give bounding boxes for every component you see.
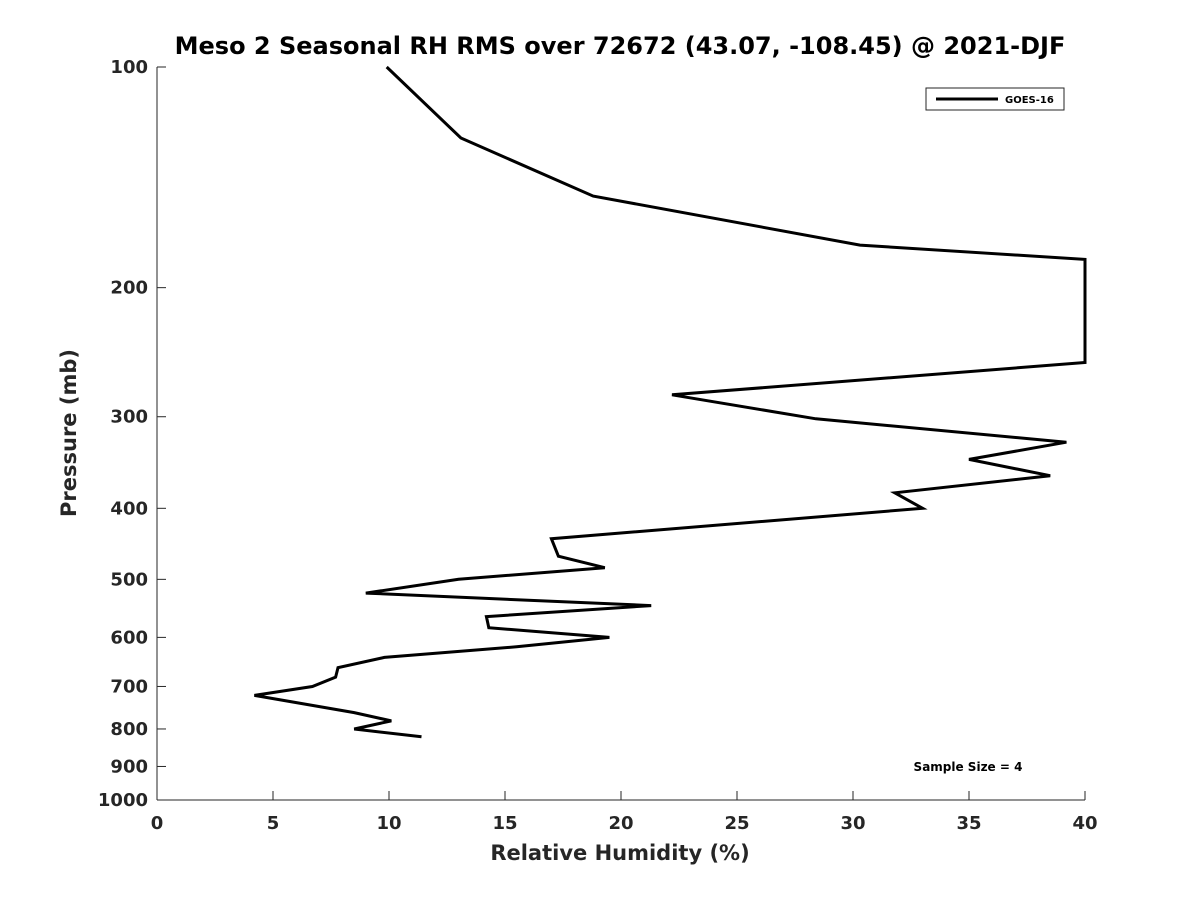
chart-title: Meso 2 Seasonal RH RMS over 72672 (43.07…	[175, 32, 1066, 60]
x-axis-label: Relative Humidity (%)	[490, 841, 749, 865]
y-tick-label: 100	[110, 57, 148, 78]
x-tick-label: 20	[608, 813, 633, 834]
y-tick-label: 400	[110, 498, 148, 519]
y-tick-label: 600	[110, 627, 148, 648]
x-tick-label: 30	[840, 813, 865, 834]
x-tick-label: 40	[1072, 813, 1097, 834]
sample-size-annotation: Sample Size = 4	[914, 760, 1023, 774]
y-tick-label: 1000	[98, 790, 148, 811]
x-tick-label: 35	[956, 813, 981, 834]
y-tick-label: 500	[110, 569, 148, 590]
x-tick-label: 10	[376, 813, 401, 834]
y-axis: 100 200 300 400 500 600 700 800 900 1000	[98, 57, 166, 811]
x-tick-label: 5	[267, 813, 280, 834]
plot-area	[157, 67, 1085, 800]
series-line-goes-16	[254, 65, 1087, 739]
x-tick-label: 15	[492, 813, 517, 834]
y-tick-label: 200	[110, 278, 148, 299]
y-tick-label: 800	[110, 719, 148, 740]
x-tick-label: 0	[151, 813, 164, 834]
x-tick-label: 25	[724, 813, 749, 834]
y-axis-label: Pressure (mb)	[57, 349, 81, 517]
y-tick-label: 900	[110, 756, 148, 777]
y-tick-label: 300	[110, 407, 148, 428]
legend-entry-goes-16: GOES-16	[1005, 95, 1054, 106]
x-axis: 0 5 10 15 20 25 30 35 40	[151, 791, 1098, 834]
legend: GOES-16	[925, 87, 1065, 111]
series-layer	[254, 65, 1087, 739]
y-tick-label: 700	[110, 676, 148, 697]
